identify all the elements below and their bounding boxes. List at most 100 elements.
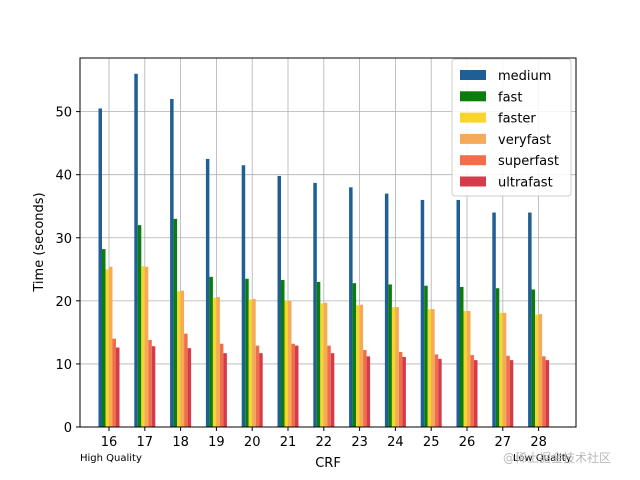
bar-superfast-crf-26	[470, 355, 474, 427]
bar-faster-crf-17	[141, 266, 145, 427]
legend-label-superfast: superfast	[498, 154, 559, 169]
x-tick-label: 21	[280, 435, 297, 450]
bar-fast-crf-17	[137, 225, 142, 427]
x-tick-label: 20	[244, 435, 261, 450]
bar-superfast-crf-23	[363, 350, 367, 427]
bar-superfast-crf-25	[434, 354, 439, 427]
bar-superfast-crf-20	[255, 345, 260, 427]
bar-ultrafast-crf-19	[223, 353, 227, 427]
x-tick-label: 28	[530, 435, 547, 450]
bar-ultrafast-crf-28	[545, 360, 550, 427]
bar-medium-crf-21	[277, 175, 281, 427]
bar-veryfast-crf-26	[467, 310, 471, 427]
bar-fast-crf-21	[281, 280, 285, 427]
bar-faster-crf-22	[320, 303, 324, 427]
legend: medium fast faster veryfast superfast ultrafa…	[451, 58, 572, 197]
y-tick-label: 0	[64, 421, 72, 436]
bar-medium-crf-22	[313, 182, 317, 427]
legend-swatch-fast	[460, 91, 486, 102]
bar-fast-crf-19	[209, 276, 213, 427]
legend-swatch-medium	[460, 70, 486, 80]
bar-veryfast-crf-25	[431, 309, 435, 427]
bar-superfast-crf-22	[327, 345, 331, 427]
bar-faster-crf-28	[535, 314, 539, 427]
bar-fast-crf-23	[352, 283, 357, 427]
legend-label-medium: medium	[498, 69, 551, 84]
bar-ultrafast-crf-21	[295, 345, 299, 427]
bar-medium-crf-17	[134, 73, 138, 428]
y-tick-label: 10	[55, 358, 72, 373]
bar-ultrafast-crf-17	[151, 346, 156, 427]
bar-ultrafast-crf-26	[474, 360, 478, 427]
bar-veryfast-crf-27	[502, 312, 507, 427]
y-tick-label: 20	[55, 295, 72, 310]
x-axis: 16 17 18 19 20 21 22 23 24 25 26 27 28	[101, 427, 547, 450]
bar-ultrafast-crf-18	[187, 348, 192, 427]
bar-ultrafast-crf-23	[366, 356, 371, 427]
bar-faster-crf-26	[463, 310, 467, 427]
watermark: @稀土掘金技术社区	[503, 450, 611, 465]
bar-ultrafast-crf-22	[330, 353, 335, 427]
bar-medium-crf-25	[420, 199, 425, 427]
bar-superfast-crf-27	[506, 355, 510, 427]
bar-medium-crf-18	[170, 99, 174, 427]
x-tick-label: 23	[351, 435, 368, 450]
bar-veryfast-crf-21	[288, 300, 292, 427]
bar-veryfast-crf-22	[323, 302, 328, 427]
bar-faster-crf-21	[284, 300, 288, 427]
bars	[98, 73, 550, 428]
bar-superfast-crf-18	[184, 333, 188, 427]
bar-veryfast-crf-20	[252, 298, 256, 427]
bar-fast-crf-26	[460, 286, 464, 427]
bar-medium-crf-27	[492, 212, 496, 427]
bar-fast-crf-24	[388, 284, 392, 427]
legend-swatch-ultrafast	[460, 176, 486, 187]
bar-faster-crf-23	[356, 305, 360, 427]
bar-superfast-crf-21	[291, 343, 295, 427]
bar-superfast-crf-24	[398, 351, 403, 427]
y-axis: 0 10 20 30 40 50	[55, 106, 80, 436]
bar-ultrafast-crf-16	[116, 347, 120, 427]
bar-faster-crf-25	[427, 309, 432, 427]
high-quality-annotation: High Quality	[80, 453, 142, 464]
bar-medium-crf-24	[384, 193, 389, 427]
y-tick-label: 30	[55, 232, 72, 247]
bar-medium-crf-16	[98, 108, 102, 428]
y-tick-label: 50	[55, 106, 72, 121]
bar-medium-crf-23	[349, 187, 353, 427]
bar-veryfast-crf-19	[216, 297, 220, 427]
bar-superfast-crf-16	[112, 338, 116, 427]
bar-medium-crf-20	[241, 165, 246, 428]
bar-fast-crf-25	[424, 285, 428, 427]
bar-superfast-crf-28	[542, 356, 546, 427]
legend-swatch-superfast	[460, 155, 486, 166]
bar-fast-crf-20	[245, 278, 249, 427]
bar-fast-crf-22	[316, 281, 321, 427]
x-tick-label: 24	[387, 435, 404, 450]
legend-label-ultrafast: ultrafast	[498, 176, 553, 191]
plot-frame	[79, 57, 577, 428]
x-axis-label: CRF	[315, 456, 341, 471]
bar-ultrafast-crf-24	[402, 356, 406, 427]
x-tick-label: 17	[137, 435, 154, 450]
bar-fast-crf-18	[173, 218, 178, 427]
low-quality-annotation: Low Quality	[513, 453, 572, 464]
bar-veryfast-crf-28	[538, 314, 543, 427]
bar-ultrafast-crf-27	[509, 360, 514, 427]
bar-faster-crf-20	[248, 299, 253, 427]
bar-faster-crf-27	[499, 312, 503, 427]
x-tick-label: 18	[172, 435, 189, 450]
bar-ultrafast-crf-20	[259, 353, 263, 427]
x-tick-label: 25	[423, 435, 440, 450]
bar-superfast-crf-17	[148, 339, 152, 427]
bar-fast-crf-16	[102, 249, 106, 427]
bar-faster-crf-19	[212, 297, 217, 427]
bar-fast-crf-27	[495, 288, 500, 427]
bar-veryfast-crf-23	[359, 304, 364, 427]
x-tick-label: 27	[495, 435, 512, 450]
bar-veryfast-crf-24	[395, 307, 399, 427]
bar-veryfast-crf-17	[144, 266, 149, 427]
y-axis-label: Time (seconds)	[32, 192, 47, 292]
legend-label-fast: fast	[498, 90, 522, 105]
x-tick-label: 16	[101, 435, 118, 450]
